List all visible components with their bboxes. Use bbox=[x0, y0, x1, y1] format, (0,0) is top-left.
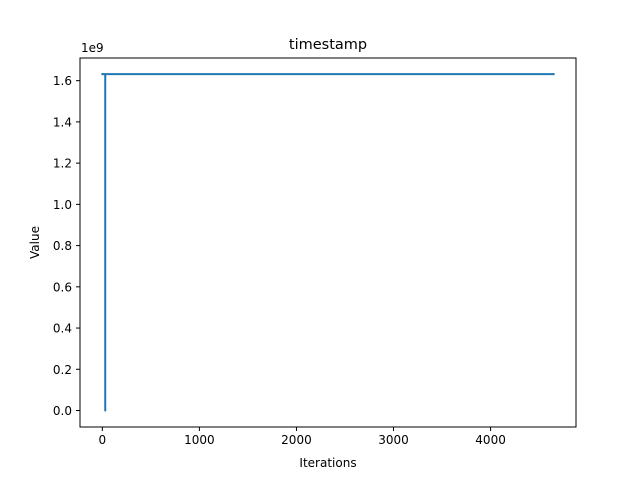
y-tick-label: 0.4 bbox=[53, 322, 72, 336]
series-group bbox=[101, 73, 555, 412]
y-tick-label: 1.0 bbox=[53, 198, 72, 212]
y-axis-label: Value bbox=[28, 226, 42, 259]
x-axis-ticks: 0 1000 2000 3000 4000 bbox=[99, 427, 506, 447]
series-line-0 bbox=[101, 73, 555, 412]
plot-frame bbox=[79, 57, 577, 428]
y-axis-offset-label: 1e9 bbox=[81, 41, 104, 55]
x-tick-label: 2000 bbox=[281, 433, 312, 447]
y-tick-label: 1.2 bbox=[53, 157, 72, 171]
x-tick-label: 4000 bbox=[475, 433, 506, 447]
x-axis-label: Iterations bbox=[299, 456, 356, 470]
chart-title: timestamp bbox=[289, 37, 367, 53]
y-axis-ticks: 0.0 0.2 0.4 0.6 0.8 1.0 1.2 1.4 1.6 bbox=[53, 74, 80, 418]
y-tick-label: 0.6 bbox=[53, 280, 72, 294]
y-tick-label: 1.4 bbox=[53, 115, 72, 129]
y-tick-label: 0.2 bbox=[53, 363, 72, 377]
y-tick-label: 0.0 bbox=[53, 404, 72, 418]
x-tick-label: 3000 bbox=[378, 433, 409, 447]
plot-area bbox=[79, 57, 577, 428]
x-tick-label: 0 bbox=[99, 433, 107, 447]
x-tick-label: 1000 bbox=[184, 433, 215, 447]
y-tick-label: 0.8 bbox=[53, 239, 72, 253]
y-tick-label: 1.6 bbox=[53, 74, 72, 88]
